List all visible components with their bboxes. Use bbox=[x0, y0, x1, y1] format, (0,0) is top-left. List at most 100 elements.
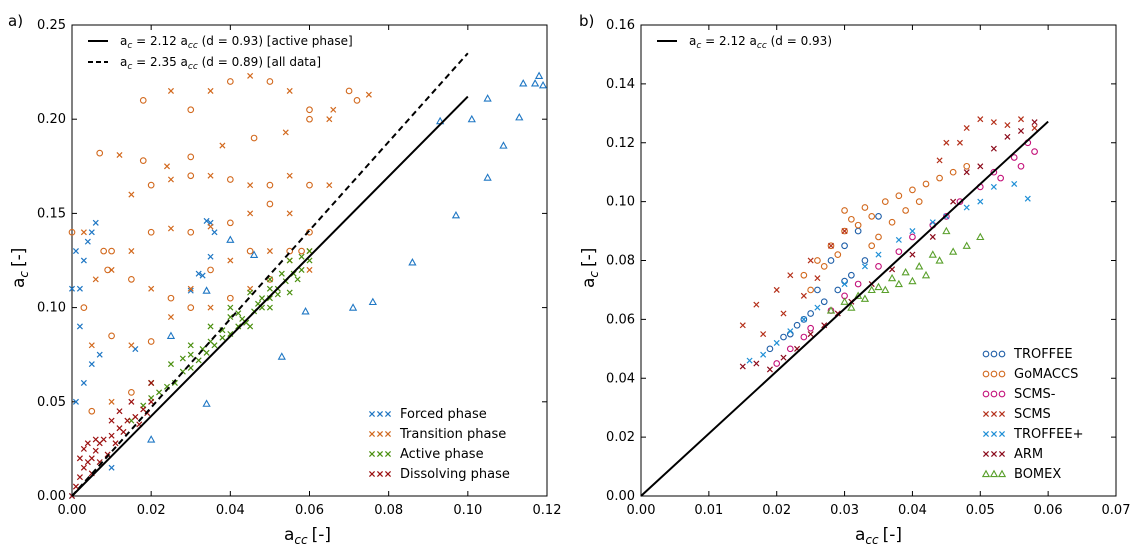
data-point bbox=[112, 440, 119, 447]
data-point bbox=[800, 333, 808, 341]
data-point bbox=[128, 191, 135, 198]
legend-marker bbox=[376, 450, 384, 458]
y-tick-label: 0.00 bbox=[606, 489, 635, 504]
data-point bbox=[990, 119, 997, 126]
data-point bbox=[786, 345, 794, 353]
y-tick-label: 0.00 bbox=[37, 489, 66, 504]
data-point bbox=[286, 87, 293, 94]
data-point bbox=[108, 247, 115, 255]
data-point bbox=[266, 285, 273, 292]
data-point bbox=[1011, 180, 1018, 187]
data-point bbox=[249, 250, 259, 258]
series-gomaccs bbox=[800, 162, 971, 294]
data-point bbox=[202, 399, 211, 407]
fit-line-solid bbox=[71, 95, 469, 497]
data-point bbox=[226, 78, 234, 85]
data-point bbox=[207, 223, 214, 230]
data-point bbox=[848, 215, 855, 223]
data-point bbox=[786, 330, 794, 338]
data-point bbox=[104, 451, 111, 458]
panel-a-xlabel: acc [-] bbox=[284, 525, 331, 544]
data-point bbox=[1004, 133, 1011, 140]
data-point bbox=[219, 334, 226, 341]
data-point bbox=[167, 87, 174, 94]
data-point bbox=[990, 183, 997, 190]
data-point bbox=[800, 316, 808, 323]
legend-marker bbox=[998, 370, 1006, 378]
data-point bbox=[915, 198, 923, 205]
data-point bbox=[826, 306, 836, 314]
legend-label: ARM bbox=[1014, 447, 1043, 462]
data-point bbox=[266, 275, 274, 283]
data-point bbox=[247, 72, 254, 79]
data-point bbox=[108, 417, 115, 424]
panel-a-fit-legend: ac = 2.12 acc (d = 0.93) [active phase] a… bbox=[88, 34, 353, 72]
data-point bbox=[171, 379, 178, 386]
data-point bbox=[227, 313, 234, 321]
legend-marker bbox=[998, 350, 1006, 358]
series-troffee bbox=[766, 212, 882, 353]
data-point bbox=[739, 322, 746, 329]
data-point bbox=[950, 198, 957, 205]
data-point bbox=[80, 464, 87, 471]
data-point bbox=[96, 351, 103, 358]
y-tick-label: 0.20 bbox=[37, 112, 66, 127]
data-point bbox=[128, 389, 135, 396]
legend-marker bbox=[998, 450, 1006, 458]
y-tick-label: 0.14 bbox=[606, 77, 635, 92]
data-point bbox=[800, 271, 808, 279]
data-point bbox=[187, 228, 195, 236]
x-tick-label: 0.10 bbox=[453, 503, 482, 518]
data-point bbox=[247, 323, 254, 330]
data-point bbox=[881, 285, 890, 294]
data-point bbox=[467, 114, 476, 123]
data-point bbox=[963, 125, 970, 132]
data-point bbox=[1017, 127, 1025, 134]
data-point bbox=[942, 226, 951, 235]
data-point bbox=[72, 483, 79, 490]
data-point bbox=[451, 210, 461, 219]
data-point bbox=[368, 297, 377, 306]
data-point bbox=[800, 292, 807, 299]
legend-item: TROFFEE+ bbox=[982, 427, 1083, 442]
legend-marker bbox=[998, 390, 1006, 398]
panel-a-legend: Forced phase Transition phase Active phase… bbox=[368, 407, 510, 482]
legend-marker bbox=[990, 350, 998, 358]
data-point bbox=[820, 298, 828, 306]
panel-b-legend: TROFFEE GoMACCS SCMS- SCMS TROFFEE+ ARM BOMEX bbox=[981, 347, 1083, 482]
data-point bbox=[841, 277, 848, 285]
x-tick-label: 0.07 bbox=[1102, 503, 1131, 518]
panel-b-xlabel: acc [-] bbox=[855, 525, 902, 544]
panel-a-marks bbox=[68, 71, 548, 500]
data-point bbox=[211, 229, 218, 236]
data-point bbox=[1004, 122, 1011, 129]
data-point bbox=[936, 174, 943, 182]
data-point bbox=[203, 217, 210, 224]
data-point bbox=[306, 266, 313, 273]
data-point bbox=[247, 182, 254, 189]
data-point bbox=[483, 94, 492, 102]
data-point bbox=[92, 276, 99, 283]
data-point bbox=[80, 229, 87, 236]
data-point bbox=[943, 212, 950, 220]
data-point bbox=[116, 151, 123, 159]
data-point bbox=[239, 315, 246, 322]
data-point bbox=[80, 257, 87, 264]
data-point bbox=[326, 182, 333, 189]
y-tick-label: 0.04 bbox=[606, 371, 635, 386]
data-point bbox=[298, 253, 305, 260]
panel-label-a: a) bbox=[8, 12, 23, 30]
data-point bbox=[72, 398, 79, 405]
data-point bbox=[286, 289, 293, 296]
data-point bbox=[76, 285, 83, 292]
data-point bbox=[286, 172, 293, 179]
data-point bbox=[909, 233, 916, 241]
data-point bbox=[132, 413, 139, 420]
data-point bbox=[530, 79, 540, 87]
data-point bbox=[100, 436, 107, 443]
data-point bbox=[348, 303, 358, 311]
data-point bbox=[108, 464, 115, 471]
data-point bbox=[128, 275, 135, 283]
data-point bbox=[827, 242, 835, 249]
data-point bbox=[207, 323, 214, 330]
